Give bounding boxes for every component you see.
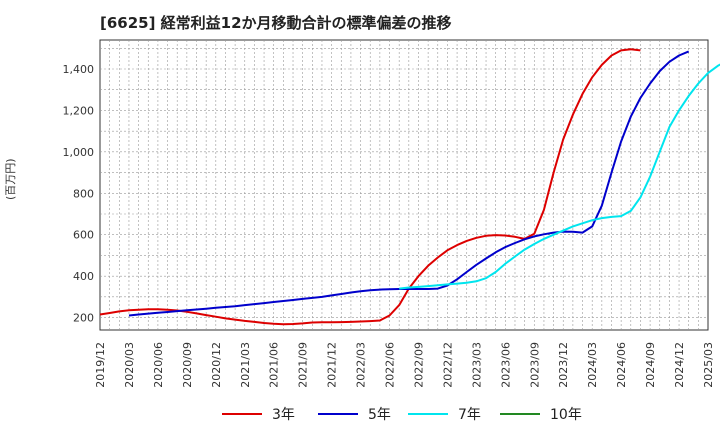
x-tick-label: 2021/03 (239, 342, 252, 388)
y-tick-label: 800 (73, 187, 94, 200)
legend-item: 5年 (318, 404, 391, 424)
legend-label: 10年 (550, 407, 582, 423)
plot-area (99, 39, 709, 331)
x-tick-label: 2024/09 (644, 342, 657, 388)
y-tick-label: 600 (73, 229, 94, 242)
x-tick-label: 2024/12 (673, 342, 686, 388)
x-tick-label: 2022/06 (384, 342, 397, 388)
x-tick-label: 2021/12 (326, 342, 339, 388)
legend-swatch (500, 413, 540, 415)
x-tick-label: 2023/09 (528, 342, 541, 388)
x-tick-label: 2021/06 (268, 342, 281, 388)
legend-label: 3年 (272, 407, 295, 423)
y-tick-label: 200 (73, 312, 94, 325)
x-tick-label: 2022/09 (412, 342, 425, 388)
legend-item: 3年 (222, 404, 295, 424)
y-tick-label: 1,400 (63, 63, 95, 76)
legend-label: 5年 (368, 407, 391, 423)
x-tick-label: 2023/12 (557, 342, 570, 388)
y-tick-label: 400 (73, 270, 94, 283)
x-tick-label: 2024/06 (615, 342, 628, 388)
legend-swatch (408, 413, 448, 415)
x-tick-label: 2020/09 (181, 342, 194, 388)
y-axis-label: (百万円) (4, 158, 17, 200)
legend-swatch (222, 413, 262, 415)
legend-item: 10年 (500, 404, 582, 424)
y-tick-label: 1,200 (63, 104, 95, 117)
x-tick-label: 2019/12 (94, 342, 107, 388)
x-tick-label: 2020/03 (123, 342, 136, 388)
x-axis-ticks: 2019/12 2020/03 2020/06 2020/09 2020/12 2021/… (94, 342, 715, 388)
x-tick-label: 2022/12 (441, 342, 454, 388)
y-axis-ticks: 200 400 600 800 1,000 1,200 1,400 (63, 63, 95, 325)
chart-title: [6625] 経常利益12か月移動合計の標準偏差の推移 (100, 14, 452, 32)
x-tick-label: 2022/03 (355, 342, 368, 388)
legend-swatch (318, 413, 358, 415)
legend-item: 7年 (408, 404, 481, 424)
x-tick-label: 2024/03 (586, 342, 599, 388)
series-lines (99, 48, 720, 326)
series-line-7年 (399, 63, 720, 290)
x-tick-label: 2025/03 (702, 342, 715, 388)
line-chart: 200 400 600 800 1,000 1,200 1,400 2019/12 2020/… (63, 39, 720, 388)
x-tick-label: 2023/03 (470, 342, 483, 388)
x-tick-label: 2023/06 (499, 342, 512, 388)
chart-legend: 3年 5年 7年 10年 (0, 400, 720, 428)
legend-label: 7年 (458, 407, 481, 423)
series-line-3年 (99, 48, 641, 326)
x-tick-label: 2020/12 (210, 342, 223, 388)
x-tick-label: 2021/09 (297, 342, 310, 388)
y-tick-label: 1,000 (63, 146, 95, 159)
x-tick-label: 2020/06 (152, 342, 165, 388)
